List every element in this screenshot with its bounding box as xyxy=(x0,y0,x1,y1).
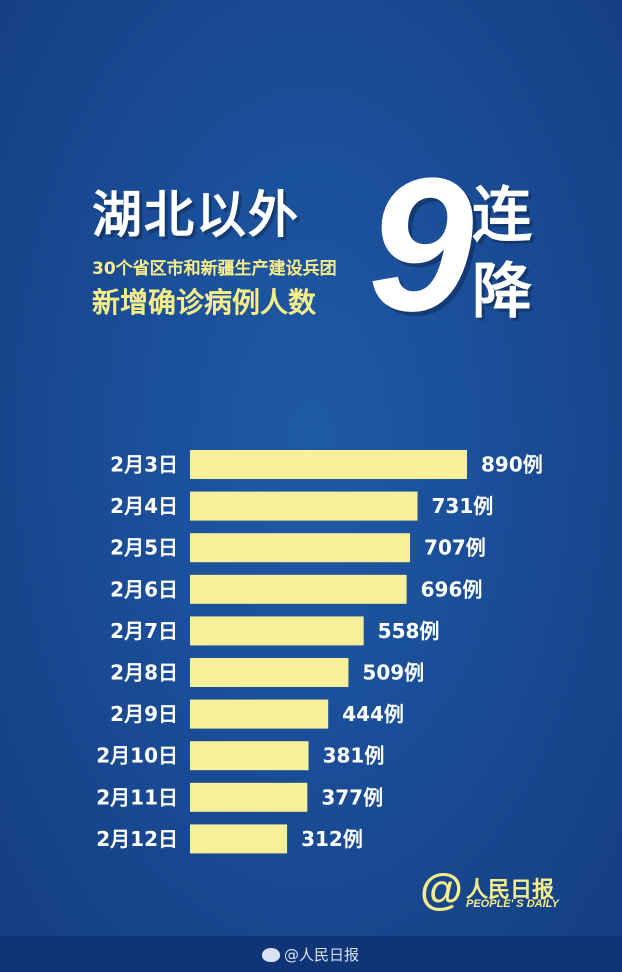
category-label: 2月7日 xyxy=(110,619,178,643)
value-label: 312例 xyxy=(301,827,363,851)
title-subtitle-metric: 新增确诊病例人数 xyxy=(92,286,317,319)
category-label: 2月12日 xyxy=(96,827,178,851)
logo-english: PEOPLE' S DAILY xyxy=(466,898,559,910)
bar xyxy=(190,699,329,729)
bar xyxy=(190,450,467,479)
category-label: 2月5日 xyxy=(110,536,178,560)
watermark: @人民日报 xyxy=(262,944,359,965)
value-label: 731例 xyxy=(432,494,494,518)
value-label: 696例 xyxy=(421,577,483,601)
value-label: 509例 xyxy=(362,661,424,685)
value-label: 377例 xyxy=(321,785,383,809)
big-char-lian: 连 xyxy=(472,181,532,251)
title-subtitle-regions: 30个省区市和新疆生产建设兵团 xyxy=(92,259,337,279)
watermark-text: @人民日报 xyxy=(284,946,360,964)
title-main: 湖北以外 xyxy=(92,186,300,244)
people-daily-logo: @ 人民日报 PEOPLE' S DAILY xyxy=(420,868,590,918)
big-number: 9 xyxy=(368,139,474,351)
value-label: 558例 xyxy=(378,619,440,643)
bar xyxy=(190,533,411,563)
bottom-strip xyxy=(0,936,622,972)
bar xyxy=(190,491,418,521)
at-logo-icon: @ xyxy=(420,865,463,914)
bar xyxy=(190,741,309,771)
logo-name: 人民日报 xyxy=(466,878,555,903)
bar xyxy=(190,824,288,854)
value-label: 890例 xyxy=(481,453,543,477)
category-label: 2月8日 xyxy=(110,661,178,685)
category-label: 2月6日 xyxy=(110,577,178,601)
bar xyxy=(190,574,407,604)
big-char-jiang: 降 xyxy=(472,257,532,327)
category-label: 2月10日 xyxy=(96,744,178,768)
category-label: 2月9日 xyxy=(110,702,178,726)
bar xyxy=(190,782,308,812)
value-label: 381例 xyxy=(323,744,385,768)
bar xyxy=(190,616,364,646)
value-label: 444例 xyxy=(342,702,404,726)
category-label: 2月3日 xyxy=(110,453,178,477)
category-label: 2月11日 xyxy=(96,785,178,809)
value-label: 707例 xyxy=(424,536,486,560)
bar xyxy=(190,658,349,687)
category-label: 2月4日 xyxy=(110,494,178,518)
weibo-icon xyxy=(262,948,280,962)
